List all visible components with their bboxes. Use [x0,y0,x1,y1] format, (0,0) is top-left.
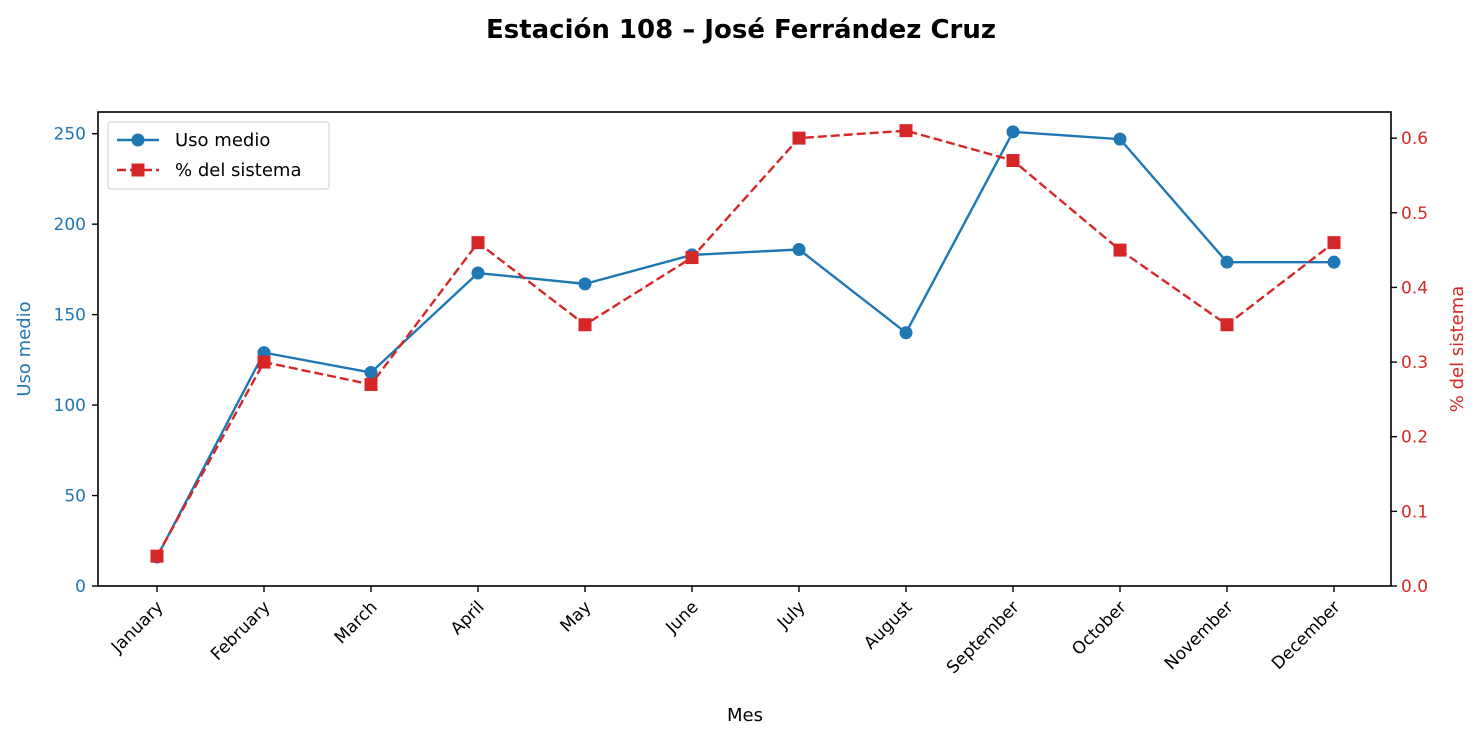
data-point [792,242,806,256]
left-y-axis-label: Uso medio [14,301,35,396]
x-tick-label: October [1068,597,1130,659]
data-point [1006,125,1020,139]
left-y-tick-label: 50 [64,487,86,507]
x-axis-label: Mes [727,705,763,726]
legend-item: Uso medio [117,130,270,151]
x-tick-label: August [860,597,916,653]
data-point [471,236,485,250]
x-tick-label: July [773,597,809,633]
legend: Uso medio % del sistema [107,121,330,190]
data-point [578,318,592,332]
right-y-tick-label: 0.4 [1401,278,1428,298]
data-point [364,377,378,391]
left-y-tick-label: 0 [75,577,86,597]
left-y-tick-label: 250 [54,125,86,145]
x-tick-label: June [662,597,703,638]
series-layer [150,124,1341,564]
data-point [1113,132,1127,146]
right-y-axis-label: % del sistema [1447,286,1468,413]
right-y-tick-label: 0.1 [1401,502,1428,522]
legend-frame [107,121,330,190]
left-y-axis: 0 50 100 150 200 250 [54,125,98,597]
legend-label: Uso medio [175,130,270,151]
x-tick-label: September [943,597,1024,678]
data-point [1220,255,1234,269]
x-tick-label: May [557,597,596,636]
data-point [1220,318,1234,332]
data-point [1006,154,1020,168]
x-tick-label: April [447,597,489,639]
data-point [364,366,378,380]
right-y-tick-label: 0.6 [1401,129,1428,149]
x-tick-label: January [107,597,167,657]
x-tick-label: December [1268,597,1344,673]
x-tick-label: March [331,597,382,648]
data-point [899,124,913,138]
x-axis: January February March April May June July Augu… [107,586,1345,678]
data-point [1327,236,1341,250]
left-y-tick-label: 200 [54,215,86,235]
data-point [1327,255,1341,269]
data-point [685,251,699,265]
data-point [792,131,806,145]
series-line [155,130,1334,558]
x-tick-label: November [1161,597,1238,674]
data-point [578,277,592,291]
x-tick-label: February [207,597,274,664]
right-y-tick-label: 0.0 [1401,577,1428,597]
right-y-tick-label: 0.5 [1401,204,1428,224]
legend-marker [131,163,145,177]
series-line [155,129,1335,557]
right-y-axis: 0.0 0.1 0.2 0.3 0.4 0.5 0.6 [1391,129,1428,597]
data-point [471,266,485,280]
chart-title: Estación 108 – José Ferrández Cruz [486,15,996,45]
data-point [150,549,164,563]
series-uso-medio [150,125,1341,564]
data-point [257,355,271,369]
right-y-tick-label: 0.2 [1401,428,1428,448]
legend-item: % del sistema [117,160,302,181]
left-y-tick-label: 100 [54,396,86,416]
left-y-tick-label: 150 [54,306,86,326]
data-point [899,326,913,340]
plot-area-frame [97,111,1392,587]
series-percent-system [150,124,1341,563]
right-y-tick-label: 0.3 [1401,353,1428,373]
legend-label: % del sistema [175,160,302,181]
legend-marker [131,133,145,147]
data-point [1113,243,1127,257]
